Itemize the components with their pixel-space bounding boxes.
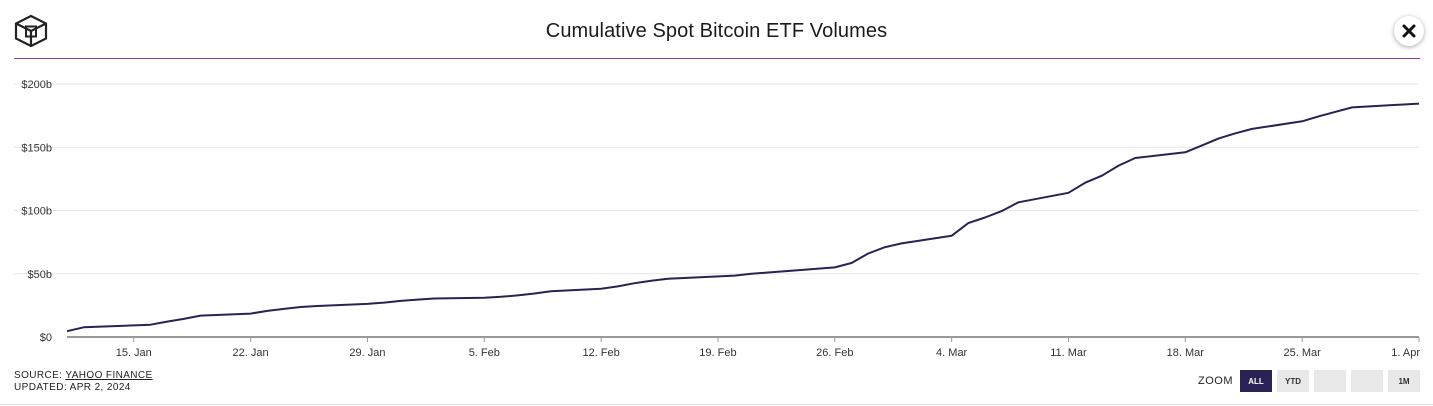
x-tick-label: 19. Feb (699, 347, 736, 359)
y-tick-label: $100b (21, 206, 52, 218)
x-tick-label: 22. Jan (233, 347, 269, 359)
series-line (66, 102, 1420, 333)
x-tick-label: 15. Jan (116, 347, 152, 359)
zoom-label: ZOOM (1198, 375, 1233, 387)
zoom-button-3[interactable] (1314, 370, 1346, 392)
x-tick-label: 4. Mar (936, 347, 968, 359)
y-tick-label: $150b (21, 142, 52, 154)
source-label: SOURCE: (14, 370, 63, 381)
source-link[interactable]: YAHOO FINANCE (65, 370, 153, 381)
y-tick-label: $50b (28, 269, 52, 281)
zoom-ytd-button[interactable]: YTD (1277, 370, 1309, 392)
x-tick-label: 12. Feb (582, 347, 619, 359)
y-tick-label: $200b (21, 79, 52, 91)
x-tick-label: 18. Mar (1167, 347, 1205, 359)
x-tick-label: 29. Jan (349, 347, 385, 359)
zoom-button-4[interactable] (1351, 370, 1383, 392)
bottom-divider (0, 404, 1433, 405)
close-icon (1402, 24, 1416, 38)
updated-label: UPDATED: APR 2, 2024 (14, 382, 131, 393)
line-chart: $0 $50b $100b $150b $200b 15. Jan 22. Jan 29. J… (14, 79, 1420, 359)
header-divider (14, 58, 1420, 59)
source-note: SOURCE: YAHOO FINANCE UPDATED: APR 2, 20… (14, 370, 153, 394)
x-tick-label: 26. Feb (816, 347, 853, 359)
x-tick-label: 11. Mar (1050, 347, 1087, 359)
cube-logo-icon (14, 14, 48, 48)
chart-title: Cumulative Spot Bitcoin ETF Volumes (545, 20, 888, 42)
zoom-1m-button[interactable]: 1M (1388, 370, 1420, 392)
x-tick-label: 1. Apr (1391, 347, 1420, 359)
x-tick-label: 5. Feb (469, 347, 500, 359)
y-tick-label: $0 (40, 332, 52, 344)
zoom-controls: ZOOM ALL YTD 1M (1198, 370, 1425, 392)
close-button[interactable] (1394, 16, 1424, 46)
zoom-all-button[interactable]: ALL (1240, 370, 1272, 392)
x-tick-label: 25. Mar (1284, 347, 1322, 359)
